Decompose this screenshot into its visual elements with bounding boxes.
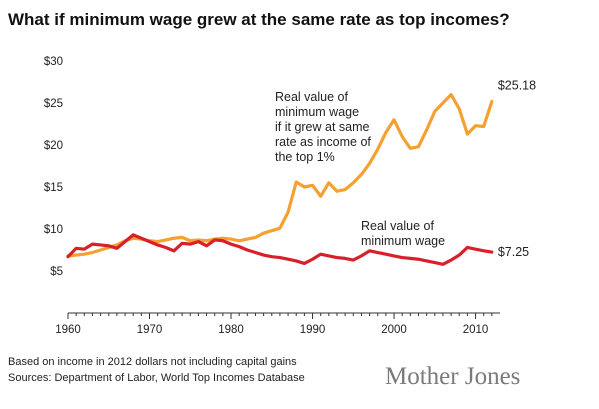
y-tick-label: $20 [44,140,63,152]
x-axis: 1960 1970 1980 1990 2000 2010 [55,312,500,336]
y-tick-label: $5 [50,266,63,278]
y-tick-label: $15 [44,182,63,194]
y-axis: $30 $25 $20 $15 $10 $5 [44,56,63,278]
x-tick-label: 1960 [55,324,81,336]
footnote-basis: Based on income in 2012 dollars not incl… [8,356,297,368]
y-tick-label: $10 [44,224,63,236]
chart-title: What if minimum wage grew at the same ra… [8,10,510,29]
annotation-line: if it grew at same [275,120,370,134]
x-tick-label: 1990 [300,324,326,336]
label-layer: Real value of minimum wage if it grew at s… [275,78,536,259]
x-tick-label: 2010 [463,324,489,336]
annotation-line: Real value of [275,90,348,104]
annotation-line: rate as income of [275,135,371,149]
mother-jones-logo: Mother Jones [385,363,520,390]
series-layer [66,93,494,266]
x-tick-label: 1970 [137,324,163,336]
end-value-label: $7.25 [498,245,529,259]
annotation-top-income-pace: Real value of minimum wage if it grew at s… [275,90,371,164]
y-tick-label: $30 [44,56,63,68]
annotation-minimum-wage: Real value of minimum wage [361,219,445,248]
x-tick-label: 2000 [381,324,407,336]
annotation-line: the top 1% [275,150,335,164]
x-tick-label: 1980 [218,324,244,336]
end-value-label: $25.18 [498,78,536,92]
annotation-line: minimum wage [275,105,359,119]
annotation-line: minimum wage [361,234,445,248]
annotation-line: Real value of [361,219,434,233]
y-tick-label: $25 [44,98,63,110]
series-line-minimum-wage [66,233,494,266]
footnote-sources: Sources: Department of Labor, World Top … [8,372,305,384]
